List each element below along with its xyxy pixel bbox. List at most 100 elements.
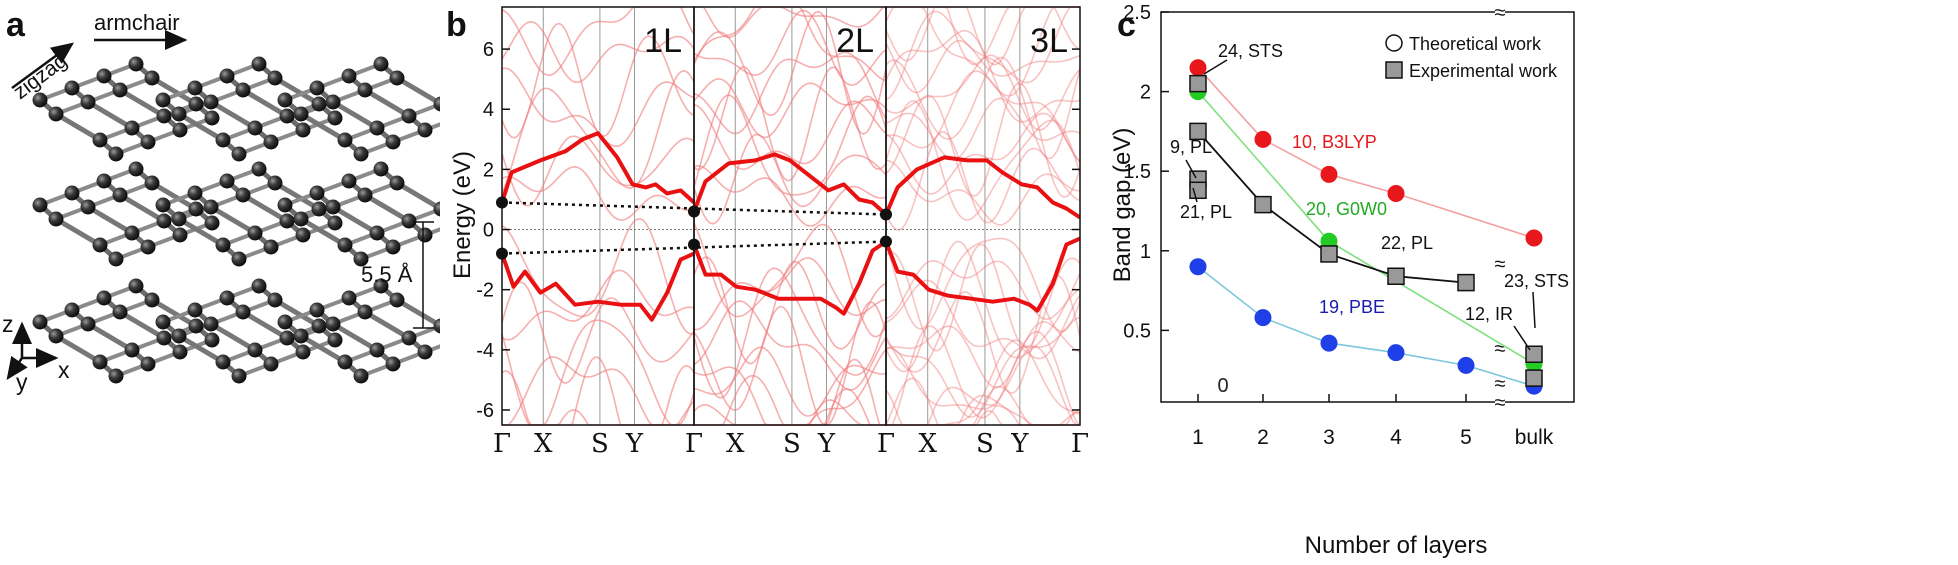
axis-break-gap [1495,396,1505,408]
subpanel-frame [501,6,695,426]
phosphorus-atom [128,278,144,294]
band-line [501,165,695,221]
bond [177,111,225,143]
conduction-band-edge [884,155,1082,220]
annotation-arrow [1513,325,1531,351]
phosphorus-atom [144,70,160,86]
band-ylabel: Energy (eV) [449,151,476,279]
phosphorus-atom [48,328,64,344]
bond [177,216,225,248]
band-line [885,131,1081,231]
phosphorus-atom [172,122,188,138]
subpanel-label: 1L [644,22,682,60]
phosphorus-atom [293,328,309,344]
phosphorus-atom [267,70,283,86]
vbm-trend-line [501,240,887,255]
phosphorus-atom [219,290,235,306]
phosphorus-atom [204,110,220,126]
phosphorus-atom [156,330,172,346]
phosphorus-atom [385,239,401,255]
theory-point [1254,309,1272,327]
zigzag-arrow [11,42,75,90]
ytick-label: 1 [1140,241,1151,263]
bond [177,333,225,365]
annotation-12-ir: 12, IR [1465,304,1513,324]
bond [150,297,198,329]
phosphorus-atom [311,201,327,217]
kpoint-label: Y [817,429,836,459]
x-axis-label: x [58,357,70,383]
phosphorus-atom [96,68,112,84]
bond [209,99,257,131]
theory-point [1189,59,1207,77]
band-line [501,281,695,384]
phosphorus-atom [385,356,401,372]
phosphorus-atom [171,211,187,227]
cbm-point [688,205,700,218]
phosphorus-atom [369,120,385,136]
annotation-9-pl: 9, PL [1170,137,1212,157]
bond [209,321,257,353]
panel-label-c: c [1117,6,1136,44]
subpanel-frame [885,6,1081,426]
annotation-19-pbe: 19, PBE [1319,297,1385,317]
ytick-label: 0.5 [1123,320,1151,342]
annotation-21-pl: 21, PL [1180,202,1232,222]
annotation-20-g0w0: 20, G0W0 [1306,199,1387,219]
band-line [693,256,887,365]
phosphorus-atom [417,344,433,360]
phosphorus-atom [128,161,144,177]
kpoint-label: Γ [877,429,895,459]
kpoint-label: Γ [1071,429,1089,459]
theory-point [1320,165,1338,183]
bond [395,297,443,329]
bond [395,180,443,212]
phosphorus-atom [267,292,283,308]
phosphorus-atom [188,96,204,112]
phosphorus-atom [277,197,293,213]
phosphorus-atom [279,108,295,124]
phosphorus-atom [373,56,389,72]
phosphorus-atom [247,342,263,358]
phosphorus-atom [64,80,80,96]
axis-break-mark: ≈ [1495,392,1506,414]
phosphorus-atom [231,251,247,267]
ytick-label: 1.5 [1123,161,1151,183]
experiment-point [1189,181,1207,200]
phosphorus-atom [369,342,385,358]
band-line [501,217,695,335]
phosphorus-atom [140,356,156,372]
phosphorus-atom [357,304,373,320]
phosphorus-atom [203,94,219,110]
gap-ylabel: Band gap (eV) [1109,128,1136,283]
bond [273,180,321,212]
bond [241,309,289,341]
phosphorus-atom [172,344,188,360]
bonds [38,62,459,378]
annotation-22-pl: 22, PL [1381,233,1433,253]
phosphorus-atom [124,342,140,358]
phosphorus-atom [32,92,48,108]
bond [273,297,321,329]
bond [273,75,321,107]
axis-break-gap [1495,376,1505,389]
phosphorus-atom [112,304,128,320]
phosphorus-atom [311,96,327,112]
xtick-label: bulk [1515,426,1554,449]
legend-experiment-marker [1385,61,1403,79]
xtick-label: 2 [1257,426,1269,449]
interlayer-distance-label: 5.5 Å [361,262,413,287]
annotation-arrow [1532,291,1536,329]
band-line [885,259,1081,320]
annotation-arrow [1192,187,1198,203]
axis-break-mark: ≈ [1495,2,1506,24]
theory-point [1525,229,1543,247]
ytick-label: -4 [476,340,494,362]
band-line [501,20,695,84]
phosphorus-atom [231,146,247,162]
band-line [693,346,887,417]
cbm-point [496,196,508,209]
bond [54,216,102,248]
phosphorus-atom [235,187,251,203]
band-line [885,56,1081,160]
